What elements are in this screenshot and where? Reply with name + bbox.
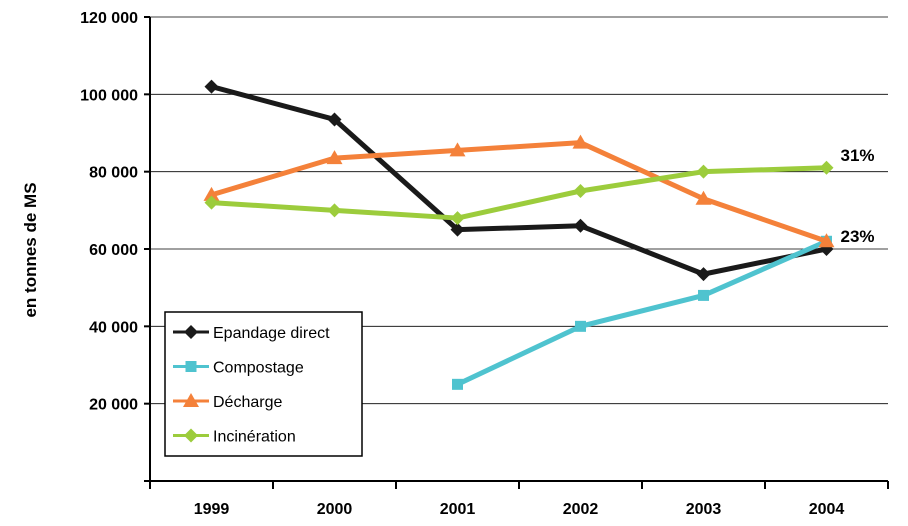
y-tick-label: 120 000 [80,10,138,27]
legend-label: Décharge [213,394,282,411]
series-2 [203,134,835,248]
data-point [327,112,342,127]
annotation-label: 23% [841,227,875,246]
x-tick-label: 2003 [686,501,722,518]
series-line [455,238,829,387]
series-0 [204,79,834,282]
data-point [452,378,463,390]
data-point [575,320,586,332]
data-point [204,195,219,210]
annotation-label: 31% [841,146,875,165]
y-tick-label: 20 000 [89,397,138,414]
data-point [572,134,589,149]
data-point [203,186,220,201]
series-line [209,84,829,277]
data-point [204,79,219,94]
y-tick-label: 100 000 [80,87,138,104]
annotations: 31% 23% [841,146,875,246]
x-tick-label: 2002 [563,501,599,518]
y-axis-title: en tonnes de MS [21,182,40,317]
legend-label: Epandage direct [213,325,330,342]
data-point [573,218,588,233]
legend-swatch-marker [184,428,198,443]
data-point [696,164,711,179]
axes: 20 000 40 000 60 000 80 000 100 000 120 000 19… [80,10,889,518]
series-line [209,140,829,244]
y-tick-label: 60 000 [89,242,138,259]
legend: Epandage direct Compostage Décharge Incinér… [164,311,363,457]
series-layer [203,79,835,390]
x-tick-label: 2001 [440,501,476,518]
legend-label: Compostage [213,360,304,377]
data-point [450,211,465,226]
y-tick-label: 40 000 [89,319,138,336]
y-tick-label: 80 000 [89,165,138,182]
series-line [209,165,829,221]
legend-swatch-marker [183,393,199,407]
legend-label: Incinération [213,429,296,446]
data-point [573,184,588,198]
legend-swatch-marker [185,361,197,372]
series-3 [204,160,834,226]
data-point [698,289,709,301]
legend-box [164,311,363,457]
legend-item: Décharge [173,393,282,411]
data-point [450,222,465,237]
legend-item: Incinération [173,428,296,446]
data-point [819,160,834,175]
data-point [449,142,466,157]
data-point [695,190,712,205]
legend-item: Epandage direct [173,325,330,342]
data-point [327,203,342,218]
legend-swatch-marker [184,325,198,339]
data-point [696,267,711,282]
data-point [326,150,343,165]
x-tick-label: 2004 [809,501,845,518]
legend-item: Compostage [173,360,304,377]
data-point [818,233,835,248]
x-tick-label: 2000 [317,501,353,518]
x-tick-label: 1999 [194,501,230,518]
